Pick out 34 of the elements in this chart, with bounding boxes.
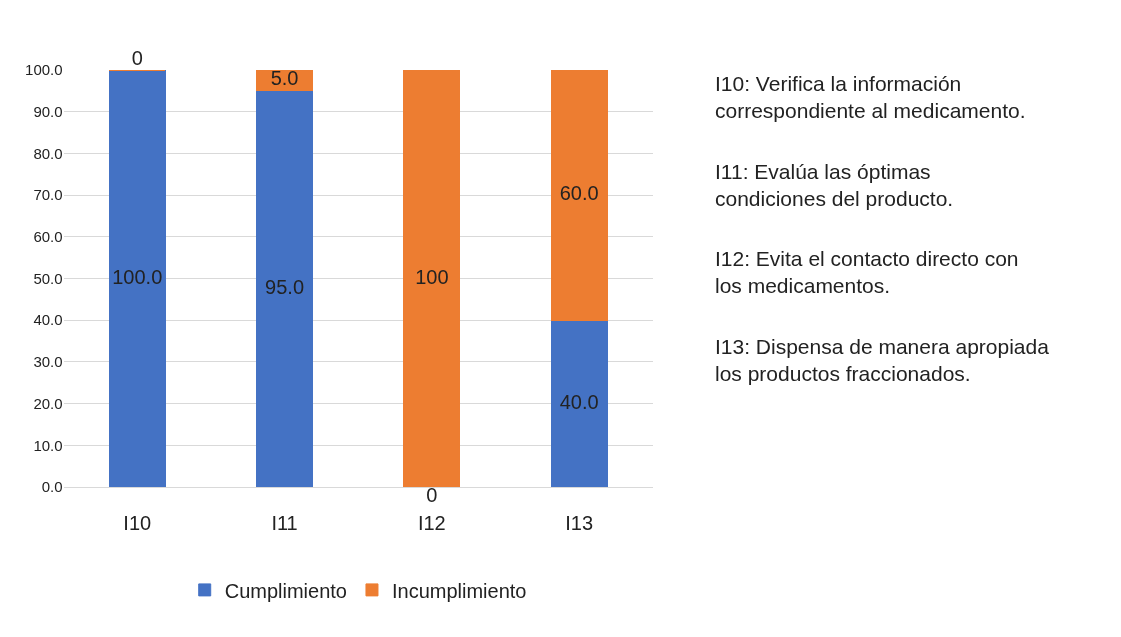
x-tick-label: I11 [271,512,298,534]
y-tick-label: 30.0 [33,353,63,371]
y-tick-label: 10.0 [33,436,63,454]
text: I10: Verifica la información correspondiente al medicamento. [715,72,1026,123]
x-tick-label: I13 [565,512,594,534]
data-label: 100.0 [112,265,163,288]
y-tick-label: 100.0 [25,61,63,79]
legend-label: Incumplimiento [391,579,527,602]
data-label: 60.0 [559,182,599,205]
y-tick-label: 50.0 [33,269,63,287]
data-label: 100 [415,265,449,288]
data-label: 5.0 [270,67,299,90]
data-label: 0 [131,47,143,69]
y-tick-label: 90.0 [33,102,63,120]
text: I13: Dispensa de manera apropiada los productos fraccionados. [715,335,1050,386]
text: I12: Evita el contacto directo con los medicamentos. [715,247,1019,298]
bar [403,70,461,487]
data-label: 40.0 [559,390,599,413]
x-tick-label: I10 [123,512,152,534]
legend-label: Cumplimiento [224,579,347,602]
bar [550,319,608,487]
y-tick-label: 40.0 [33,311,63,329]
y-tick-label: 0.0 [41,478,63,496]
bar [108,70,166,487]
text: I11: Evalúa las óptimas condiciones del producto. [715,160,954,211]
data-label: 0 [426,484,438,506]
bar [550,70,608,321]
data-label: 95.0 [265,275,305,298]
y-tick-label: 70.0 [33,186,63,204]
y-tick-label: 60.0 [33,228,63,246]
y-tick-label: 20.0 [33,394,63,412]
y-tick-label: 80.0 [33,144,63,162]
x-tick-label: I12 [417,512,446,534]
bar [256,90,314,487]
